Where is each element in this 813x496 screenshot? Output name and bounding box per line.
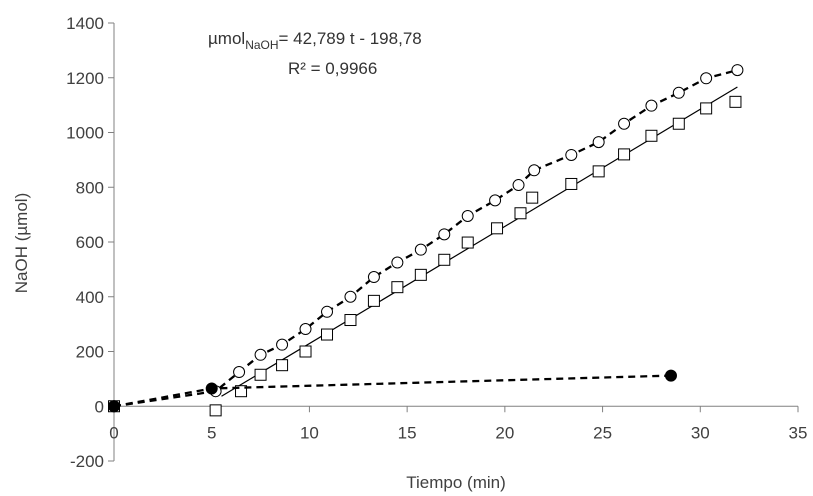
series-line-open-circle (113, 68, 738, 408)
open-circle-marker (461, 209, 474, 222)
y-tick-label: 1200 (66, 69, 104, 88)
open-circle-marker (512, 179, 525, 192)
square-marker (461, 236, 474, 249)
square-marker (209, 404, 222, 417)
series-layer (108, 64, 744, 417)
square-marker (367, 294, 380, 307)
y-tick-label: 1400 (66, 14, 104, 33)
open-circle-marker (565, 148, 578, 161)
r-squared-label: R² = 0,9966 (288, 59, 377, 78)
open-circle-marker (731, 64, 744, 77)
square-marker (344, 314, 357, 327)
trendline-layer (221, 86, 738, 397)
square-marker (235, 385, 248, 398)
open-circle-marker (233, 366, 246, 379)
square-marker (645, 129, 658, 142)
open-circle-marker (489, 194, 502, 207)
square-marker (254, 368, 267, 381)
open-circle-marker (645, 99, 658, 112)
square-marker (526, 191, 539, 204)
x-tick-label: 35 (789, 423, 808, 442)
series-line-filled-circle (113, 374, 672, 408)
square-marker (438, 253, 451, 266)
square-marker (592, 165, 605, 178)
x-tick-label: 20 (495, 423, 514, 442)
y-tick-label: 400 (76, 288, 104, 307)
x-tick-label: 30 (691, 423, 710, 442)
open-circle-marker (299, 323, 312, 336)
square-marker (276, 359, 289, 372)
open-circle-marker (618, 117, 631, 130)
y-tick-label: 1000 (66, 124, 104, 143)
open-circle-marker (592, 136, 605, 149)
linear-trendline (221, 86, 738, 397)
equation-subscript: NaOH (245, 38, 278, 52)
open-circle-marker (367, 271, 380, 284)
open-circle-marker (438, 228, 451, 241)
open-circle-marker (700, 72, 713, 85)
square-marker (491, 222, 504, 235)
x-tick-label: 5 (207, 423, 216, 442)
square-marker (618, 148, 631, 161)
open-circle-marker (254, 348, 267, 361)
axes: -200 0 200 400 600 800 1000 1200 1400 0 5 10 15 20 25 3… (66, 14, 807, 471)
square-marker (299, 345, 312, 358)
x-tick-label: 15 (398, 423, 417, 442)
open-circle-marker (391, 256, 404, 269)
y-tick-label: 0 (95, 397, 104, 416)
open-circle-marker (344, 290, 357, 303)
y-tick-label: 200 (76, 343, 104, 362)
square-marker (391, 281, 404, 294)
equation-rest: = 42,789 t - 198,78 (279, 29, 422, 48)
square-marker (414, 268, 427, 281)
filled-circle-marker (205, 382, 218, 395)
square-marker (672, 117, 685, 130)
open-circle-marker (672, 86, 685, 99)
filled-circle-marker (108, 400, 120, 413)
open-circle-marker (321, 305, 334, 318)
square-marker (514, 207, 527, 220)
square-marker (321, 328, 334, 341)
open-circle-marker (414, 243, 427, 256)
x-tick-label: 0 (109, 423, 118, 442)
square-marker (700, 102, 713, 115)
y-tick-label: -200 (70, 452, 104, 471)
square-marker (729, 95, 742, 108)
y-tick-label: 800 (76, 178, 104, 197)
square-marker (565, 177, 578, 190)
open-circle-marker (528, 164, 541, 177)
y-axis-title: NaOH (µmol) (12, 193, 31, 293)
equation-prefix: µmol (208, 29, 245, 48)
x-tick-label: 10 (300, 423, 319, 442)
series-square (108, 95, 742, 417)
x-tick-label: 25 (593, 423, 612, 442)
series-open-circle (108, 64, 744, 413)
equation-label: µmolNaOH= 42,789 t - 198,78 (208, 29, 422, 52)
x-axis-title: Tiempo (min) (406, 473, 506, 492)
filled-circle-marker (664, 369, 677, 382)
equation-annotation: µmolNaOH= 42,789 t - 198,78 R² = 0,9966 (208, 29, 422, 78)
open-circle-marker (276, 338, 289, 351)
series-filled-circle (108, 369, 677, 413)
y-tick-label: 600 (76, 233, 104, 252)
